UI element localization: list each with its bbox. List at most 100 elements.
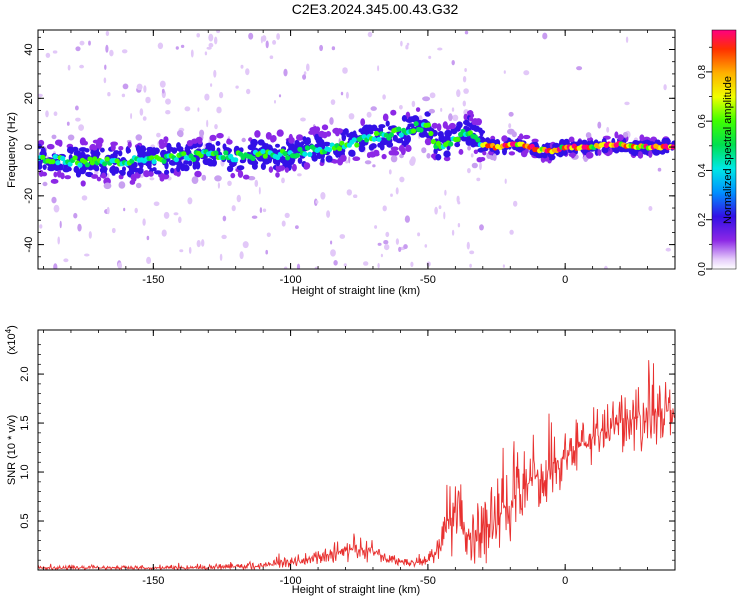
halo-mark [585, 132, 592, 139]
speckle-mark [206, 119, 209, 128]
halo-mark [456, 121, 463, 129]
speckle-mark [297, 173, 302, 177]
halo-mark [379, 143, 385, 151]
halo-mark [325, 155, 333, 163]
speckle-mark [159, 80, 166, 88]
ridge-mark [84, 162, 90, 168]
speckle-mark [329, 117, 334, 125]
halo-mark [197, 139, 203, 145]
x-tick-label: -100 [280, 575, 302, 587]
ridge-mark [297, 146, 303, 152]
speckle-mark [479, 224, 484, 231]
halo-mark [164, 169, 170, 175]
halo-mark [191, 138, 199, 144]
speckle-mark [382, 205, 387, 212]
halo-mark [119, 169, 126, 176]
halo-mark [215, 141, 221, 146]
speckle-mark [410, 261, 414, 267]
halo-mark [637, 151, 643, 158]
speckle-mark [139, 108, 144, 116]
speckle-mark [142, 116, 147, 121]
speckle-mark [105, 30, 110, 37]
ridge-mark [161, 158, 167, 164]
halo-mark [339, 154, 347, 162]
speckle-mark [377, 65, 380, 72]
halo-mark [296, 134, 304, 141]
halo-mark [147, 160, 152, 166]
halo-mark [205, 158, 213, 166]
speckle-mark [75, 46, 81, 52]
halo-mark [96, 137, 104, 145]
speckle-mark [406, 42, 410, 46]
halo-mark [177, 130, 184, 138]
ridge-mark [373, 130, 380, 137]
speckle-mark [180, 44, 185, 49]
y-tick-label: 20 [23, 92, 35, 104]
halo-mark [424, 137, 432, 146]
speckle-mark [417, 232, 421, 237]
halo-mark [143, 170, 150, 178]
halo-mark [471, 118, 477, 126]
halo-mark [471, 162, 478, 169]
speckle-mark [340, 91, 344, 96]
x-tick-label: 0 [562, 274, 568, 286]
speckle-mark [503, 70, 506, 74]
spectrogram-heatmap [38, 30, 675, 269]
halo-mark [166, 142, 172, 151]
y-tick-label: -40 [23, 237, 35, 253]
speckle-mark [197, 107, 200, 112]
speckle-mark [625, 36, 629, 43]
speckle-mark [296, 263, 301, 269]
speckle-mark [462, 76, 467, 83]
speckle-mark [117, 262, 122, 269]
halo-mark [622, 131, 629, 138]
ridge-mark [89, 160, 95, 166]
halo-mark [159, 143, 165, 149]
spectrogram-plot: -150 -100 -50 0 -40 -20 0 20 40 Height of straig… [6, 29, 676, 297]
ridge-mark [55, 160, 61, 166]
halo-mark [321, 124, 329, 131]
colorbar-label: Normalized spectral amplitude [722, 76, 734, 224]
halo-mark [188, 160, 193, 167]
halo-mark [64, 175, 71, 180]
y-tick-label: 40 [23, 43, 35, 55]
halo-mark [632, 140, 639, 145]
ridge-mark [233, 157, 239, 163]
halo-mark [341, 133, 347, 142]
halo-mark [78, 147, 87, 152]
speckle-mark [366, 111, 372, 118]
speckle-mark [196, 33, 200, 38]
speckle-mark [429, 92, 436, 99]
speckle-mark [88, 231, 92, 239]
halo-mark [38, 143, 42, 150]
snr-series-line [38, 360, 675, 570]
halo-mark [41, 171, 48, 177]
speckle-mark [272, 40, 277, 45]
halo-mark [517, 135, 524, 140]
halo-mark [50, 178, 59, 184]
halo-mark [199, 129, 205, 137]
speckle-mark [452, 114, 459, 122]
speckle-mark [258, 186, 261, 195]
halo-mark [291, 163, 297, 172]
halo-mark [127, 141, 132, 148]
speckle-mark [315, 200, 319, 204]
snr-frame [37, 329, 676, 571]
speckle-mark [374, 225, 378, 229]
halo-mark [390, 109, 397, 116]
speckle-mark [210, 83, 213, 87]
speckle-mark [45, 52, 51, 58]
speckle-mark [467, 145, 471, 151]
halo-mark [597, 149, 602, 156]
halo-mark [148, 171, 154, 177]
halo-mark [614, 131, 619, 139]
halo-mark [93, 166, 100, 172]
halo-mark [322, 141, 331, 147]
ridge-mark [262, 153, 268, 159]
halo-mark [472, 142, 479, 147]
speckle-mark [157, 42, 164, 50]
halo-mark [91, 174, 99, 179]
halo-mark [315, 136, 323, 144]
x-tick-label: -50 [420, 575, 436, 587]
speckle-mark [53, 204, 60, 213]
